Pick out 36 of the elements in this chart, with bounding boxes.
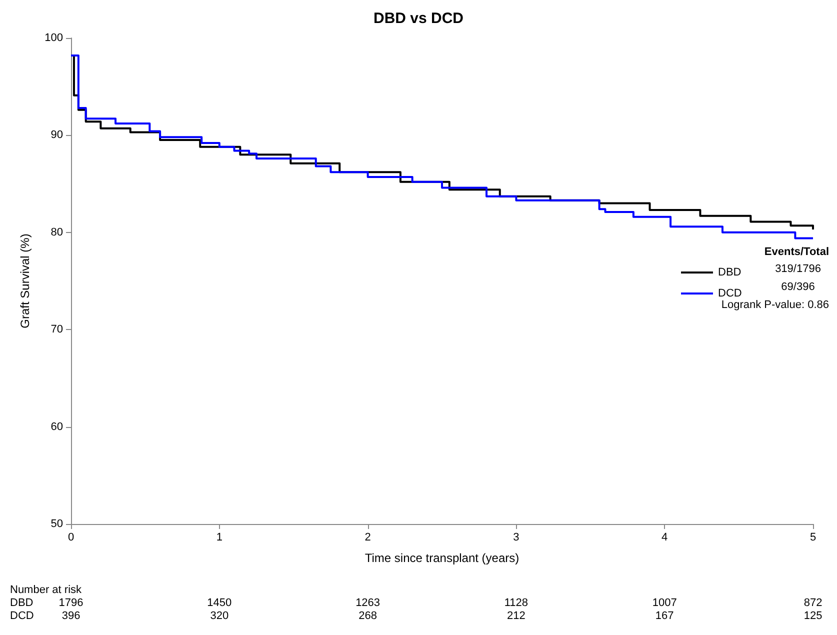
y-axis-title: Graft Survival (%) xyxy=(18,234,32,328)
text: 320 xyxy=(210,610,229,622)
text: 125 xyxy=(804,610,822,622)
text: 396 xyxy=(62,610,80,622)
x-axis-title: Time since transplant (years) xyxy=(364,551,520,565)
x-tick-label: 0 xyxy=(68,532,74,544)
x-tick-label: 2 xyxy=(364,532,371,544)
annotation: Events/Total xyxy=(764,246,829,258)
x-tick-label: 4 xyxy=(662,532,668,544)
legend-label: DBD xyxy=(718,266,742,278)
annotation: Logrank P-value: 0.86 xyxy=(721,299,829,311)
text: 268 xyxy=(358,610,377,622)
text: 1007 xyxy=(652,597,677,609)
text: Number at risk xyxy=(10,584,82,596)
y-tick-label: 90 xyxy=(50,129,63,142)
text: 872 xyxy=(804,597,822,609)
x-tick-label: 5 xyxy=(810,532,816,544)
y-tick-label: 70 xyxy=(50,324,63,336)
text: 1263 xyxy=(356,597,380,609)
legend-label: DCD xyxy=(718,288,742,300)
x-tick-label: 1 xyxy=(216,532,222,544)
y-tick-label: 80 xyxy=(50,226,63,238)
text: 1796 xyxy=(58,597,84,609)
text: 1450 xyxy=(207,597,232,609)
annotation: 69/396 xyxy=(781,281,815,293)
y-tick-label: 60 xyxy=(50,420,63,433)
y-tick-label: 50 xyxy=(50,518,63,530)
text: 1128 xyxy=(504,597,528,609)
y-tick-label: 100 xyxy=(44,32,63,44)
text: 167 xyxy=(655,610,674,622)
text: DCD xyxy=(10,610,34,622)
text: 212 xyxy=(507,610,526,622)
chart-title: DBD vs DCD xyxy=(373,10,464,27)
text: DBD xyxy=(10,597,34,609)
x-tick-label: 3 xyxy=(513,532,520,544)
annotation: 319/1796 xyxy=(775,263,821,275)
